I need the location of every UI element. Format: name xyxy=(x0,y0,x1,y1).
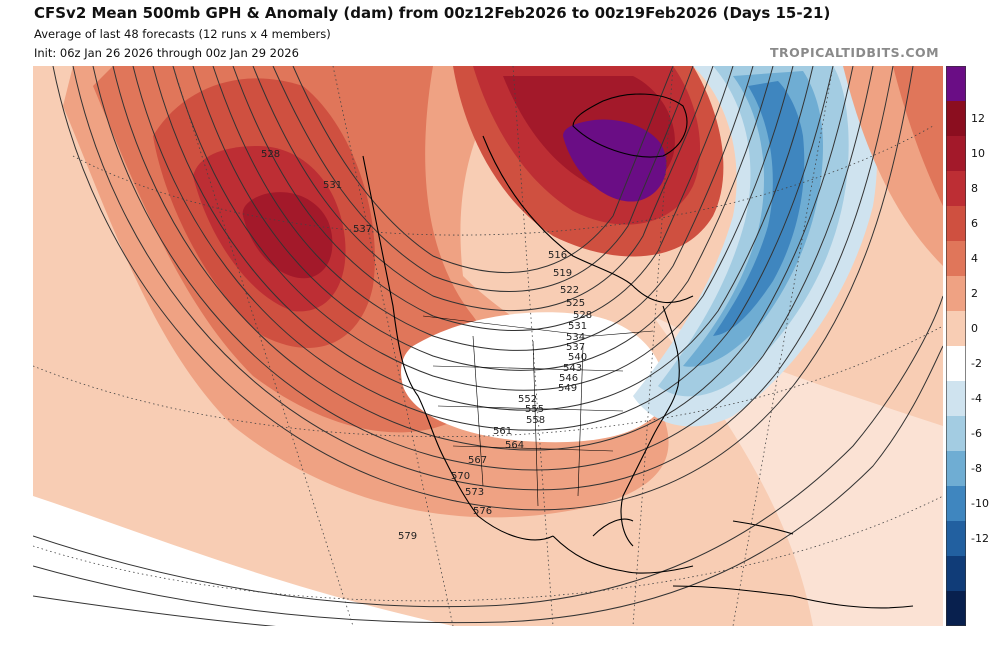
colorbar-label: 6 xyxy=(971,216,978,230)
colorbar-label: -10 xyxy=(971,496,989,510)
colorbar-cell xyxy=(946,66,966,102)
chart-title: CFSv2 Mean 500mb GPH & Anomaly (dam) fro… xyxy=(34,4,831,22)
colorbar-cell xyxy=(946,136,966,172)
contour-label: 537 xyxy=(353,224,372,235)
colorbar-label: 0 xyxy=(971,321,978,335)
colorbar-label: 10 xyxy=(971,146,985,160)
colorbar-cell xyxy=(946,591,966,626)
contour-label: 519 xyxy=(553,268,572,279)
contour-label: 537 xyxy=(566,342,585,353)
anomaly-map: 528 531 537 516 519 522 525 528 531 534 … xyxy=(33,66,943,626)
contour-label: 573 xyxy=(465,487,484,498)
contour-label: 525 xyxy=(566,298,585,309)
colorbar-cell xyxy=(946,556,966,592)
colorbar-label: 2 xyxy=(971,286,978,300)
height-contours xyxy=(33,66,943,626)
colorbar-label: 12 xyxy=(971,111,985,125)
anomaly-10dam xyxy=(242,192,333,279)
contour-label: 540 xyxy=(568,352,587,363)
contour-label: 579 xyxy=(398,531,417,542)
contour-label: 576 xyxy=(473,506,492,517)
colorbar-cell xyxy=(946,206,966,242)
colorbar-label: 8 xyxy=(971,181,978,195)
contour-label: 528 xyxy=(573,310,592,321)
coastlines xyxy=(362,93,914,609)
anomaly-4dam xyxy=(893,66,943,206)
colorbar-cell xyxy=(946,311,966,347)
anomaly-neg8dam xyxy=(713,81,805,336)
contour-label: 564 xyxy=(505,440,524,451)
colorbar-cell xyxy=(946,276,966,312)
colorbar xyxy=(946,66,966,626)
contour-label: 567 xyxy=(468,455,487,466)
colorbar-cell xyxy=(946,101,966,137)
contour-label: 516 xyxy=(548,250,567,261)
colorbar-label: -8 xyxy=(971,461,982,475)
colorbar-label: -12 xyxy=(971,531,989,545)
colorbar-cell xyxy=(946,381,966,417)
contour-label: 555 xyxy=(525,404,544,415)
contour-label: 549 xyxy=(558,383,577,394)
graticule xyxy=(33,66,943,626)
contour-label: 528 xyxy=(261,149,280,160)
chart-subtitle: Average of last 48 forecasts (12 runs x … xyxy=(34,27,331,41)
contour-label: 531 xyxy=(568,321,587,332)
contour-label: 552 xyxy=(518,394,537,405)
neutral-region xyxy=(33,496,453,626)
colorbar-label: -4 xyxy=(971,391,982,405)
colorbar-cell xyxy=(946,241,966,277)
borders xyxy=(422,315,654,507)
colorbar-cell xyxy=(946,521,966,557)
colorbar-cell xyxy=(946,486,966,522)
contour-label: 558 xyxy=(526,415,545,426)
contour-label: 531 xyxy=(323,180,342,191)
colorbar-cell xyxy=(946,451,966,487)
anomaly-12dam xyxy=(563,119,667,202)
contour-label: 561 xyxy=(493,426,512,437)
colorbar-label: -2 xyxy=(971,356,982,370)
colorbar-label: 4 xyxy=(971,251,978,265)
init-time: Init: 06z Jan 26 2026 through 00z Jan 29… xyxy=(34,46,299,60)
colorbar-label: -6 xyxy=(971,426,982,440)
contour-label: 570 xyxy=(451,471,470,482)
colorbar-cell xyxy=(946,346,966,382)
contour-labels: 528 531 537 516 519 522 525 528 531 534 … xyxy=(261,149,592,542)
contour-label: 543 xyxy=(563,363,582,374)
contour-label: 522 xyxy=(560,285,579,296)
colorbar-cell xyxy=(946,416,966,452)
contour-label: 534 xyxy=(566,332,585,343)
brand-watermark: TROPICALTIDBITS.COM xyxy=(770,45,940,60)
colorbar-cell xyxy=(946,171,966,207)
contour-label: 546 xyxy=(559,373,578,384)
